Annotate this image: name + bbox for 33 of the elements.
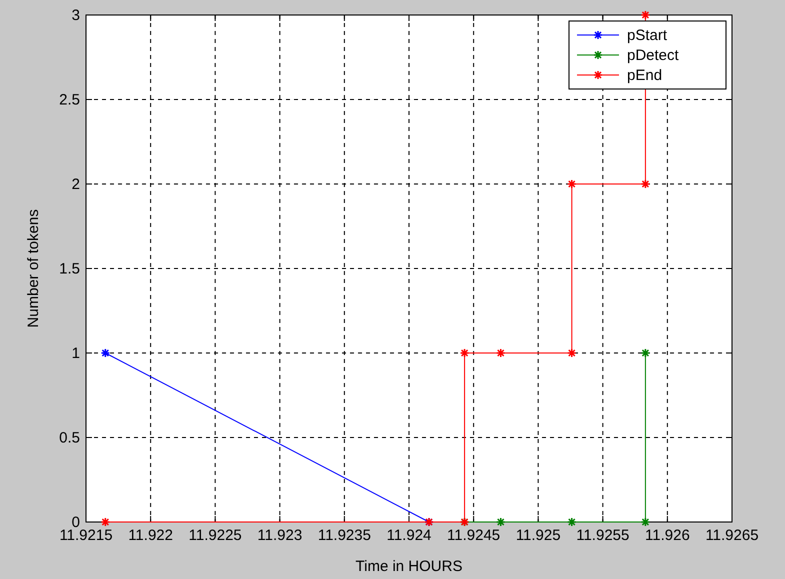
x-tick-label: 11.9225: [188, 527, 242, 544]
y-tick-label: 2: [72, 176, 80, 193]
x-tick-label: 11.922: [128, 527, 173, 544]
point: [460, 348, 470, 358]
point: [567, 517, 577, 527]
x-tick-label: 11.925: [516, 527, 561, 544]
x-tick-label: 11.924: [386, 527, 432, 544]
x-tick-label: 11.923: [257, 527, 302, 544]
y-tick-label: 0.5: [59, 430, 80, 446]
point: [640, 517, 650, 527]
x-axis-title: Time in HOURS: [356, 558, 462, 575]
x-tick-label: 11.9235: [318, 527, 371, 544]
point: [640, 348, 650, 358]
legend-label: pDetect: [627, 47, 680, 64]
point: [567, 179, 577, 189]
y-tick-label: 2.5: [59, 92, 80, 108]
y-tick-label: 1: [72, 345, 80, 362]
y-axis-title: Number of tokens: [25, 209, 42, 328]
point: [567, 348, 577, 358]
point: [496, 517, 506, 527]
y-tick-label: 1.5: [59, 260, 80, 278]
legend-label: pStart: [627, 27, 668, 44]
point: [640, 179, 650, 189]
point: [496, 348, 506, 358]
y-tick-label: 3: [72, 7, 80, 24]
x-tick-label: 11.926: [645, 527, 690, 544]
point: [100, 348, 110, 358]
x-tick-label: 11.9265: [705, 527, 759, 544]
point: [640, 10, 650, 20]
point: [100, 517, 110, 527]
x-tick-label: 11.9255: [576, 527, 630, 544]
x-tick-label: 11.9245: [447, 527, 500, 544]
legend-label: pEnd: [627, 67, 662, 84]
